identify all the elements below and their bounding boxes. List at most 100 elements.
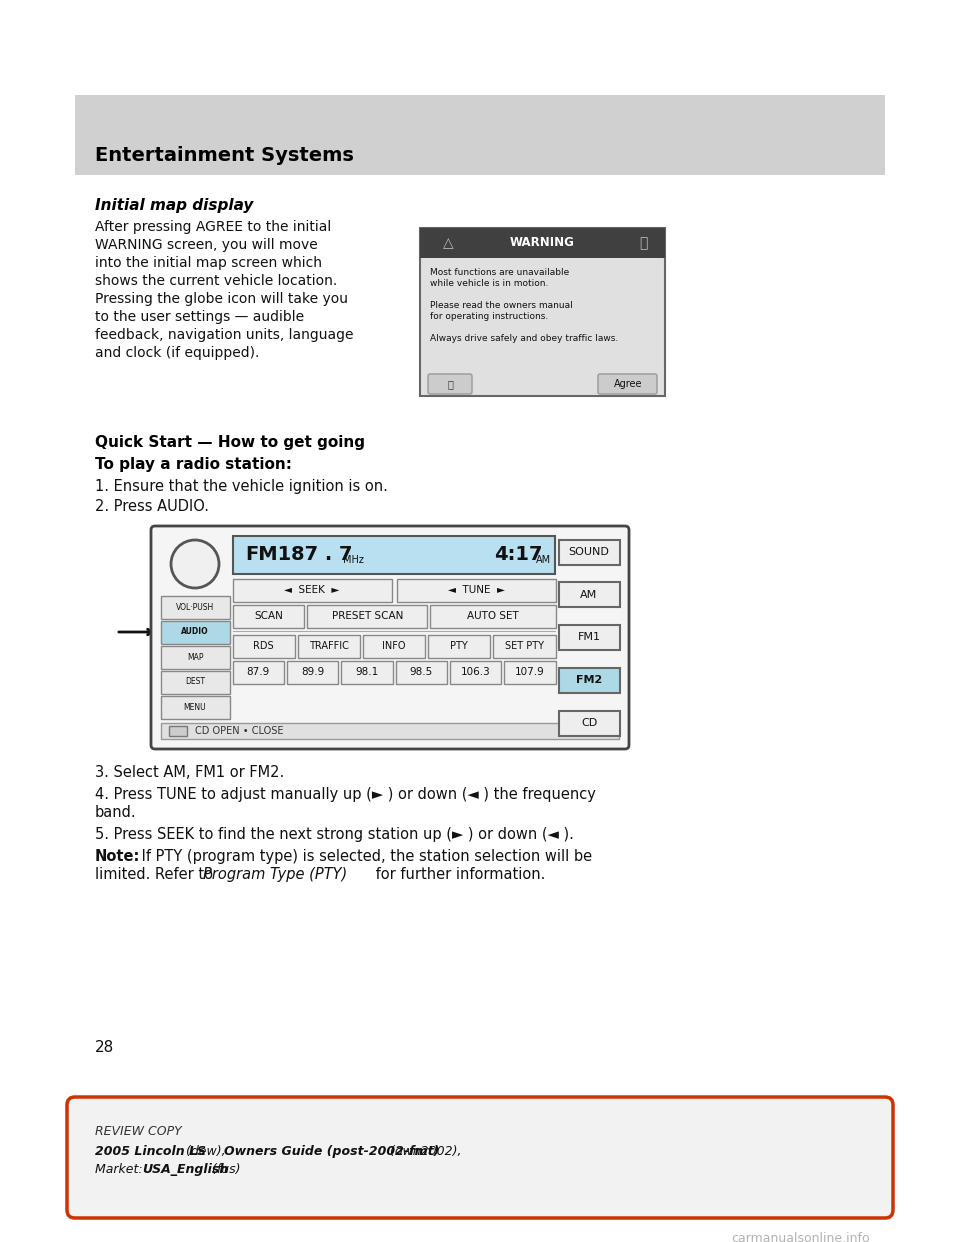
Text: After pressing AGREE to the initial: After pressing AGREE to the initial (95, 220, 331, 233)
Text: for further information.: for further information. (371, 867, 545, 882)
Text: Entertainment Systems: Entertainment Systems (95, 147, 354, 165)
FancyBboxPatch shape (559, 625, 619, 650)
Text: ◄  SEEK  ►: ◄ SEEK ► (284, 585, 340, 595)
Text: FM2: FM2 (576, 676, 602, 686)
FancyBboxPatch shape (232, 579, 392, 601)
Text: and clock (if equipped).: and clock (if equipped). (95, 347, 259, 360)
Text: Market:: Market: (95, 1163, 151, 1176)
Text: TRAFFIC: TRAFFIC (309, 641, 348, 651)
Text: FM1: FM1 (578, 632, 601, 642)
Text: limited. Refer to: limited. Refer to (95, 867, 218, 882)
FancyBboxPatch shape (160, 671, 229, 693)
FancyBboxPatch shape (160, 621, 229, 643)
Text: while vehicle is in motion.: while vehicle is in motion. (430, 279, 548, 288)
Text: CD: CD (581, 718, 597, 728)
Text: PTY: PTY (450, 641, 468, 651)
Text: AM: AM (536, 555, 551, 565)
Text: VOL·PUSH: VOL·PUSH (176, 602, 214, 611)
FancyBboxPatch shape (151, 527, 629, 749)
Text: feedback, navigation units, language: feedback, navigation units, language (95, 328, 353, 342)
Text: Pressing the globe icon will take you: Pressing the globe icon will take you (95, 292, 348, 306)
Bar (420, 229, 665, 258)
FancyBboxPatch shape (298, 635, 360, 657)
Text: (fus): (fus) (207, 1163, 240, 1176)
Text: RDS: RDS (253, 641, 274, 651)
Text: 4:17: 4:17 (494, 545, 543, 565)
Text: MENU: MENU (183, 703, 206, 712)
Text: ⓘ: ⓘ (638, 236, 647, 250)
FancyBboxPatch shape (160, 696, 229, 719)
Bar (169, 727, 187, 737)
FancyBboxPatch shape (430, 605, 556, 627)
Bar (75, 94, 885, 175)
FancyBboxPatch shape (559, 668, 619, 693)
FancyBboxPatch shape (232, 661, 284, 683)
FancyBboxPatch shape (428, 374, 472, 394)
Text: If PTY (program type) is selected, the station selection will be: If PTY (program type) is selected, the s… (137, 850, 592, 864)
FancyBboxPatch shape (396, 661, 446, 683)
FancyBboxPatch shape (232, 605, 304, 627)
Text: Most functions are unavailable: Most functions are unavailable (430, 268, 569, 277)
Text: shows the current vehicle location.: shows the current vehicle location. (95, 274, 337, 288)
Text: ⓘ: ⓘ (447, 379, 453, 389)
Text: ◄  TUNE  ►: ◄ TUNE ► (447, 585, 505, 595)
Text: To play a radio station:: To play a radio station: (95, 457, 292, 472)
Text: AUTO SET: AUTO SET (468, 611, 518, 621)
Bar (420, 229, 665, 396)
Text: (dew),: (dew), (182, 1145, 229, 1158)
Text: MAP: MAP (187, 652, 204, 662)
FancyBboxPatch shape (559, 539, 619, 565)
Text: 28: 28 (95, 1040, 114, 1054)
Text: Agree: Agree (613, 379, 642, 389)
Text: SET PTY: SET PTY (505, 641, 544, 651)
Text: USA_English: USA_English (142, 1163, 228, 1176)
FancyBboxPatch shape (232, 635, 295, 657)
Text: 4. Press TUNE to adjust manually up (► ) or down (◄ ) the frequency: 4. Press TUNE to adjust manually up (► )… (95, 787, 596, 802)
Text: into the initial map screen which: into the initial map screen which (95, 256, 322, 270)
FancyBboxPatch shape (341, 661, 393, 683)
Text: 2. Press AUDIO.: 2. Press AUDIO. (95, 499, 209, 514)
Text: WARNING: WARNING (510, 236, 575, 250)
Text: INFO: INFO (382, 641, 406, 651)
Bar (161, 723, 619, 739)
Text: 106.3: 106.3 (461, 667, 491, 677)
Text: 89.9: 89.9 (300, 667, 324, 677)
Text: △: △ (443, 236, 453, 250)
Text: 5. Press SEEK to find the next strong station up (► ) or down (◄ ).: 5. Press SEEK to find the next strong st… (95, 827, 574, 842)
Text: 87.9: 87.9 (247, 667, 270, 677)
FancyBboxPatch shape (287, 661, 338, 683)
FancyBboxPatch shape (428, 635, 491, 657)
Text: CD OPEN • CLOSE: CD OPEN • CLOSE (195, 727, 283, 737)
Text: carmanualsonline.info: carmanualsonline.info (732, 1232, 870, 1242)
FancyBboxPatch shape (307, 605, 427, 627)
FancyBboxPatch shape (363, 635, 425, 657)
Text: 98.5: 98.5 (410, 667, 433, 677)
FancyBboxPatch shape (559, 582, 619, 607)
Text: Please read the owners manual: Please read the owners manual (430, 301, 573, 310)
Text: 87 . 7: 87 . 7 (291, 545, 352, 565)
Text: 107.9: 107.9 (515, 667, 544, 677)
Text: band.: band. (95, 805, 136, 820)
Text: Program Type (PTY): Program Type (PTY) (203, 867, 348, 882)
FancyBboxPatch shape (396, 579, 556, 601)
Text: 2005 Lincoln LS: 2005 Lincoln LS (95, 1145, 206, 1158)
Text: AM: AM (581, 590, 598, 600)
Text: AUDIO: AUDIO (181, 627, 209, 636)
Text: MHz: MHz (343, 555, 364, 565)
Text: PRESET SCAN: PRESET SCAN (332, 611, 403, 621)
Text: 98.1: 98.1 (355, 667, 378, 677)
Text: 1. Ensure that the vehicle ignition is on.: 1. Ensure that the vehicle ignition is o… (95, 479, 388, 494)
Text: Quick Start — How to get going: Quick Start — How to get going (95, 435, 365, 450)
Text: (own2002),: (own2002), (386, 1145, 462, 1158)
Text: DEST: DEST (185, 677, 205, 687)
FancyBboxPatch shape (493, 635, 556, 657)
Text: Note:: Note: (95, 850, 140, 864)
Text: Owners Guide (post-2002-fmt): Owners Guide (post-2002-fmt) (224, 1145, 439, 1158)
FancyBboxPatch shape (67, 1097, 893, 1218)
FancyBboxPatch shape (598, 374, 657, 394)
Text: Always drive safely and obey traffic laws.: Always drive safely and obey traffic law… (430, 334, 618, 343)
FancyBboxPatch shape (450, 661, 501, 683)
FancyBboxPatch shape (160, 646, 229, 668)
FancyBboxPatch shape (160, 595, 229, 619)
Circle shape (171, 540, 219, 587)
